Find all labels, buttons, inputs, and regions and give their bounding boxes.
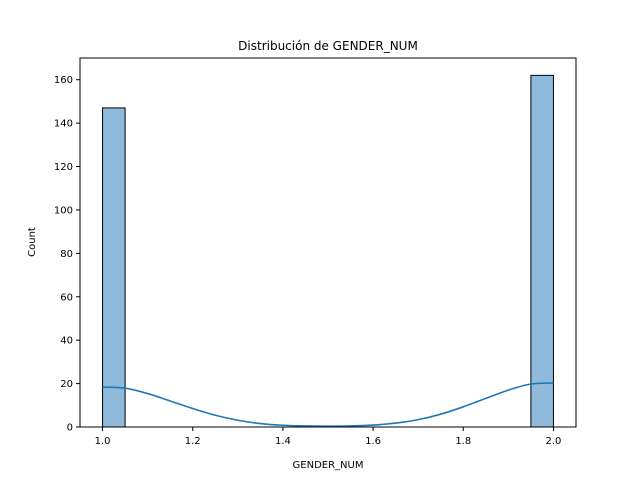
x-tick-label: 1.0 [95,436,111,447]
kde-curve [102,382,554,427]
y-tick-label: 40 [60,336,73,347]
x-axis-label: GENDER_NUM [293,460,364,471]
x-axis-ticks: 1.0 1.2 1.4 1.6 1.8 2.0 [95,427,562,447]
y-tick-label: 20 [60,379,73,390]
axes-frame [79,57,577,428]
y-tick-label: 140 [54,119,73,130]
histogram-bar [530,74,554,428]
x-tick-label: 1.4 [275,436,291,447]
x-tick-label: 1.6 [365,436,381,447]
x-tick-label: 1.8 [455,436,471,447]
y-tick-label: 80 [60,249,73,260]
plot-area: 1.0 1.2 1.4 1.6 1.8 2.0 0 20 40 60 80 100 120 140 160 [54,57,577,447]
x-tick-label: 1.2 [185,436,201,447]
histogram-bars [102,74,554,428]
x-tick-label: 2.0 [546,436,562,447]
y-axis-ticks: 0 20 40 60 80 100 120 140 160 [54,75,80,434]
y-tick-label: 120 [54,162,73,173]
histogram-bar [102,107,126,428]
y-tick-label: 160 [54,75,73,86]
y-tick-label: 0 [67,423,73,434]
y-tick-label: 100 [54,205,73,216]
chart-title: Distribución de GENDER_NUM [238,39,418,53]
y-axis-label: Count [27,227,38,257]
y-tick-label: 60 [60,292,73,303]
